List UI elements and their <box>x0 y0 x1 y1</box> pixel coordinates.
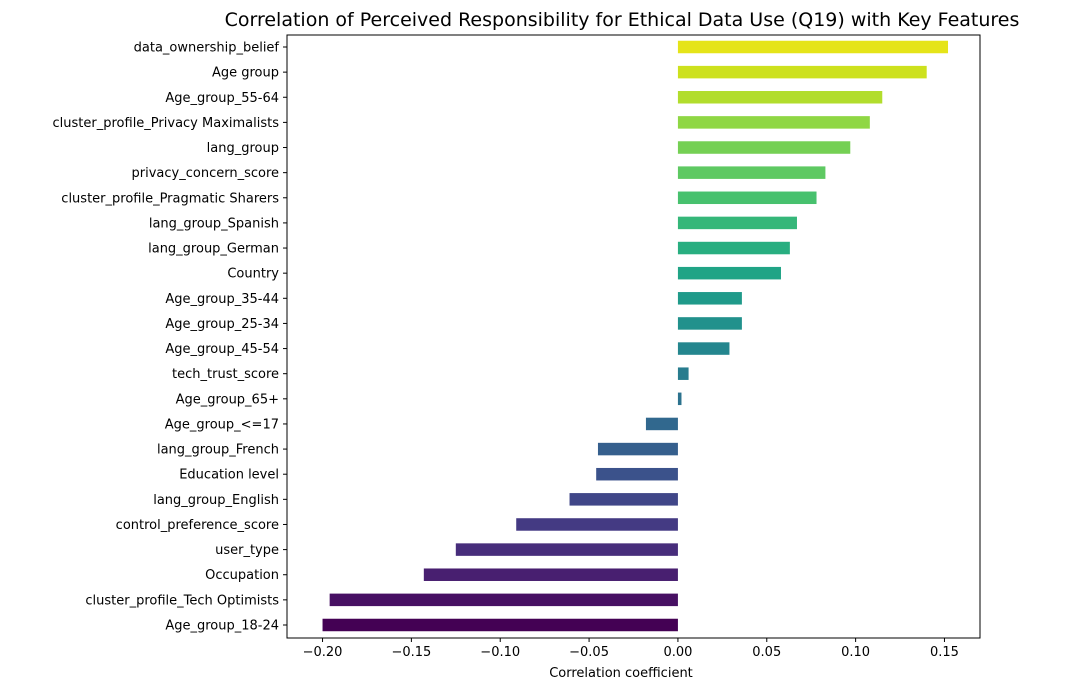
x-axis-label: Correlation coefficient <box>549 666 693 681</box>
bar <box>677 266 781 280</box>
bar <box>645 417 678 431</box>
y-tick-label: Age_group_55-64 <box>165 91 279 106</box>
bar <box>455 543 678 556</box>
y-tick-label: control_preference_score <box>116 518 279 533</box>
bar <box>677 40 949 54</box>
x-tick-label: −0.20 <box>303 645 343 660</box>
y-tick-label: Country <box>227 267 279 282</box>
y-tick-label: cluster_profile_Privacy Maximalists <box>53 116 280 131</box>
bar <box>597 442 678 456</box>
y-tick-label: cluster_profile_Pragmatic Sharers <box>61 191 279 206</box>
bar <box>677 191 817 205</box>
bar <box>569 493 678 506</box>
bar <box>516 518 678 531</box>
y-tick-label: privacy_concern_score <box>132 166 279 181</box>
bar <box>677 342 730 355</box>
y-tick-label: Age_group_<=17 <box>165 417 279 432</box>
bar <box>329 593 678 607</box>
y-tick-label: Education level <box>179 468 279 483</box>
y-tick-label: user_type <box>215 543 279 558</box>
y-axis: data_ownership_belief Age group Age_group_… <box>53 41 287 633</box>
x-axis: −0.20 −0.15 −0.10 −0.05 0.00 0.05 0.10 0.15 <box>303 638 959 660</box>
bar <box>677 141 851 154</box>
x-tick-label: −0.15 <box>391 645 431 660</box>
y-tick-label: lang_group_German <box>148 242 279 257</box>
x-tick-label: 0.10 <box>841 645 870 660</box>
x-tick-label: −0.05 <box>569 645 609 660</box>
y-tick-label: Age_group_45-54 <box>165 342 279 357</box>
bar <box>677 367 689 380</box>
y-tick-label: Age_group_35-44 <box>165 292 279 307</box>
y-tick-label: cluster_profile_Tech Optimists <box>85 593 279 608</box>
y-tick-label: Age_group_18-24 <box>165 618 279 633</box>
bar <box>677 241 790 255</box>
x-tick-label: 0.00 <box>663 645 692 660</box>
y-tick-label: tech_trust_score <box>172 367 279 382</box>
bar <box>677 216 797 230</box>
plot-frame <box>286 34 981 639</box>
bar <box>596 467 678 481</box>
y-tick-label: data_ownership_belief <box>134 41 280 56</box>
y-tick-label: lang_group_Spanish <box>149 216 279 231</box>
y-tick-label: Age_group_65+ <box>176 392 279 407</box>
x-tick-label: 0.15 <box>930 645 959 660</box>
y-tick-label: lang_group_English <box>153 493 279 508</box>
chart-title: Correlation of Perceived Responsibility … <box>225 9 1020 31</box>
x-tick-label: −0.10 <box>480 645 520 660</box>
y-tick-label: Age group <box>212 66 279 81</box>
bar <box>677 65 927 79</box>
y-tick-label: Occupation <box>205 568 279 583</box>
y-tick-label: lang_group <box>207 141 279 156</box>
bar <box>677 166 826 179</box>
bars-group <box>322 40 949 632</box>
bar <box>677 292 742 305</box>
bar <box>677 91 883 104</box>
bar <box>423 568 678 581</box>
bar <box>322 618 678 632</box>
bar <box>677 392 682 406</box>
bar <box>677 116 870 129</box>
bar <box>677 317 742 330</box>
y-tick-label: lang_group_French <box>157 443 279 458</box>
y-tick-label: Age_group_25-34 <box>165 317 279 332</box>
x-tick-label: 0.05 <box>752 645 781 660</box>
